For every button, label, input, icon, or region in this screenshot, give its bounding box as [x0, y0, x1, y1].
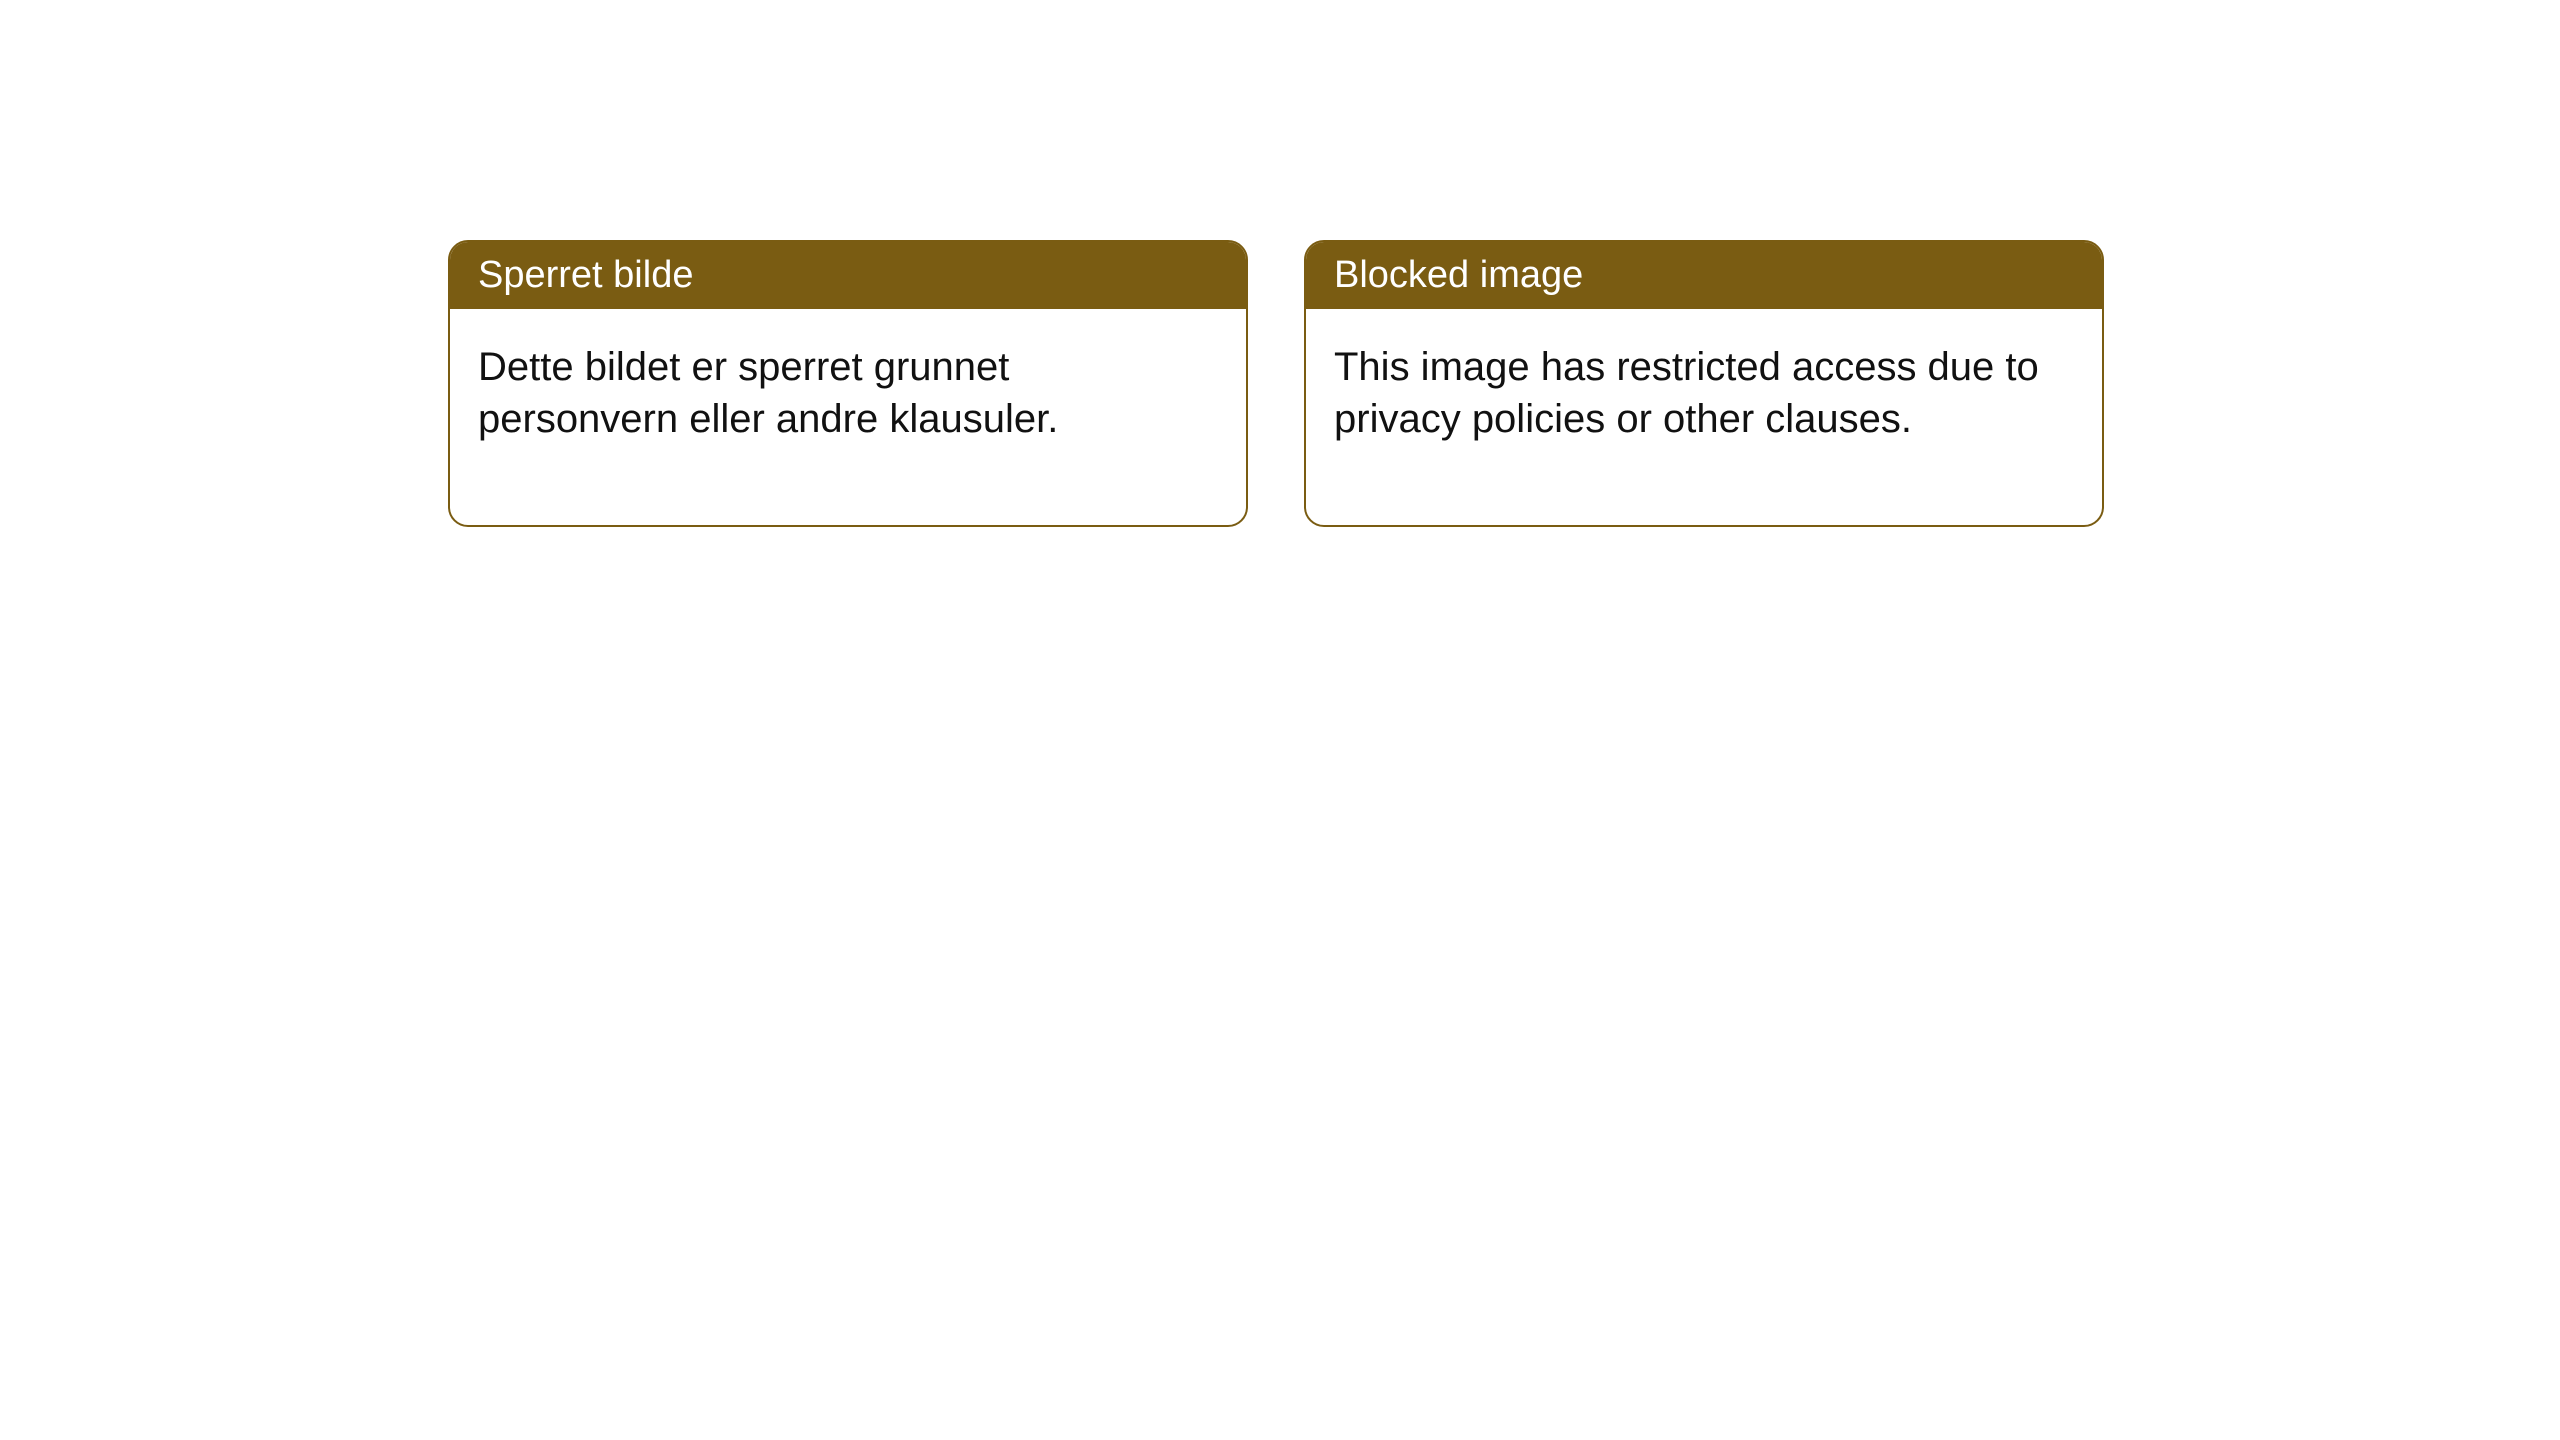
notice-card-norwegian: Sperret bilde Dette bildet er sperret gr…: [448, 240, 1248, 527]
notice-body: Dette bildet er sperret grunnet personve…: [450, 309, 1246, 525]
notice-text: This image has restricted access due to …: [1334, 345, 2039, 441]
notice-header: Blocked image: [1306, 242, 2102, 309]
notice-container: Sperret bilde Dette bildet er sperret gr…: [0, 0, 2560, 527]
notice-card-english: Blocked image This image has restricted …: [1304, 240, 2104, 527]
notice-body: This image has restricted access due to …: [1306, 309, 2102, 525]
notice-title: Sperret bilde: [478, 254, 693, 296]
notice-text: Dette bildet er sperret grunnet personve…: [478, 345, 1058, 441]
notice-title: Blocked image: [1334, 254, 1583, 296]
notice-header: Sperret bilde: [450, 242, 1246, 309]
